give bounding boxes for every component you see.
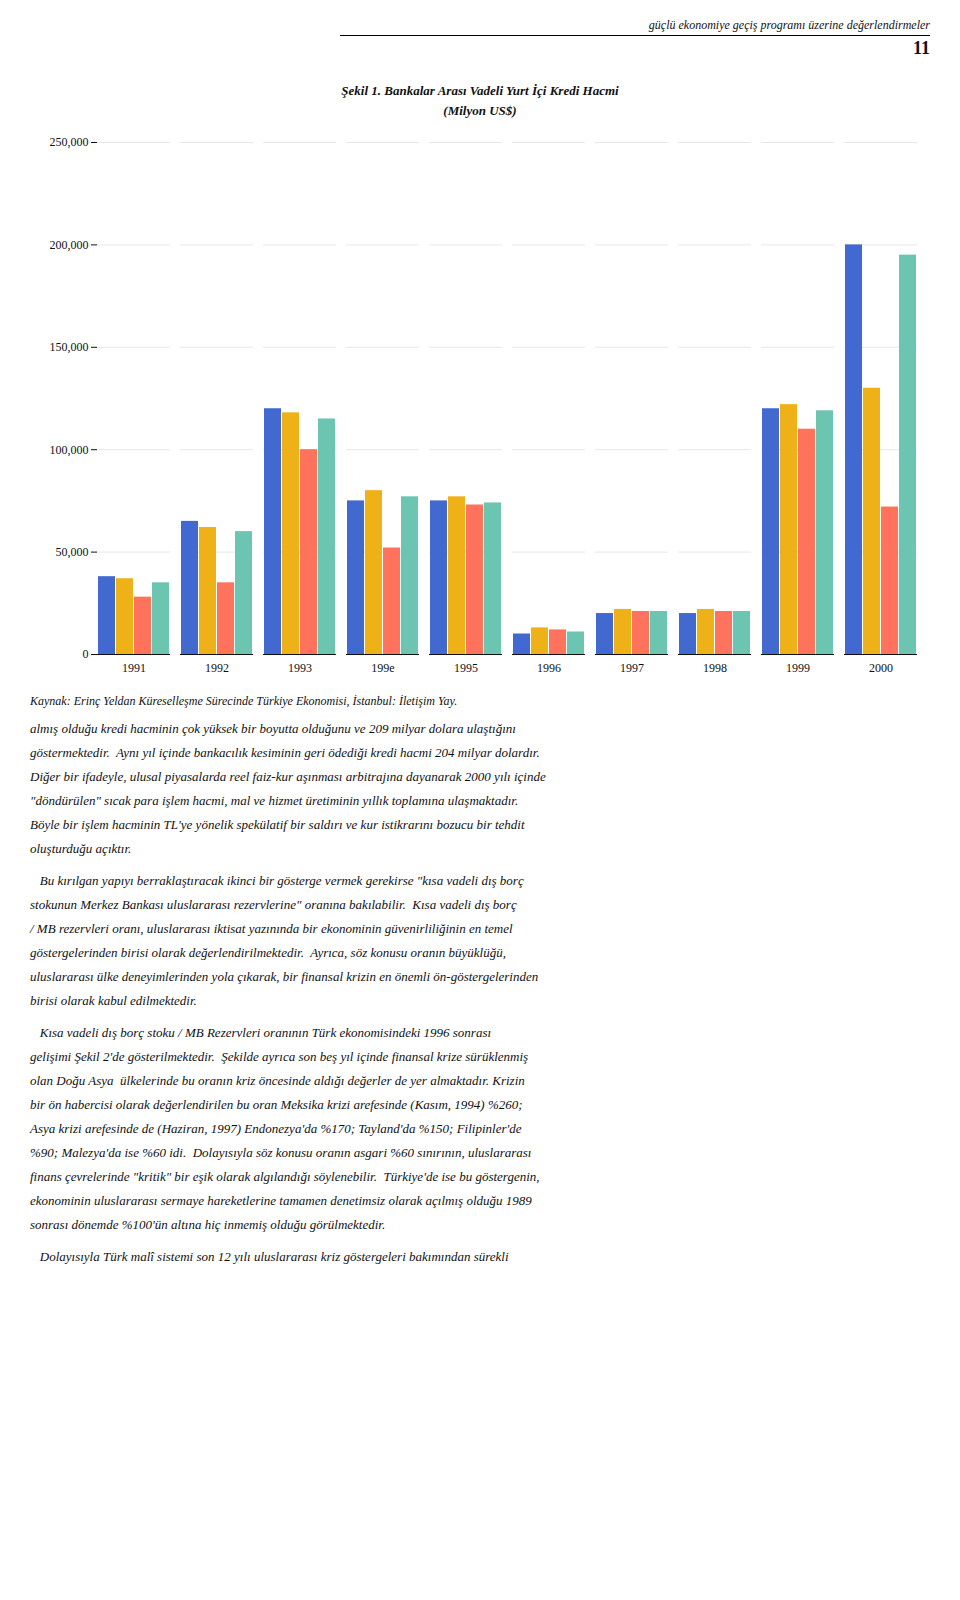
html-text:%90; Malezya'da ise %60 idi. D: %90; Malezya'da ise %60 idi. Dolayısıyla…: [30, 1145, 532, 1160]
html-text:Şekil 1. Bankalar Arası Vadeli: Şekil 1. Bankalar Arası Vadeli Yurt İçi …: [341, 83, 619, 98]
svg-text:1993: 1993: [288, 661, 312, 675]
html-text:almış olduğu kredi hacminin ço: almış olduğu kredi hacminin çok yüksek b…: [30, 721, 516, 736]
svg-text:1997: 1997: [620, 661, 644, 675]
html-text:birisi olarak kabul edilmekted: birisi olarak kabul edilmektedir.: [30, 993, 197, 1008]
html-text:stokunun Merkez Bankası ulusla: stokunun Merkez Bankası uluslararası rez…: [30, 897, 517, 912]
html-text:uluslararası ülke deneyimlerin: uluslararası ülke deneyimlerinden yola ç…: [30, 969, 539, 984]
html-text:"döndürülen" sıcak para işlem: "döndürülen" sıcak para işlem hacmi, mal…: [30, 793, 519, 808]
svg-text:1992: 1992: [205, 661, 229, 675]
html-text:Kısa vadeli dış borç stoku / M: Kısa vadeli dış borç stoku / MB Rezervle…: [30, 1025, 492, 1040]
svg-text:2000: 2000: [869, 661, 893, 675]
html-text:olan Doğu Asya ülkelerinde bu: olan Doğu Asya ülkelerinde bu oranın kri…: [30, 1073, 525, 1088]
html-text:oluşturduğu açıktır.: oluşturduğu açıktır.: [30, 841, 132, 856]
html-text:sonrası dönemde %100'ün altına: sonrası dönemde %100'ün altına hiç inmem…: [30, 1217, 386, 1232]
svg-text:1998: 1998: [703, 661, 727, 675]
html-text:Asya krizi arefesinde de (Hazi: Asya krizi arefesinde de (Haziran, 1997)…: [30, 1121, 522, 1136]
svg-text:1996: 1996: [537, 661, 561, 675]
svg-text:50,000: 50,000: [56, 545, 89, 559]
html-text:Kaynak: Erinç Yeldan Küreselle: Kaynak: Erinç Yeldan Küreselleşme Süreci…: [30, 694, 458, 708]
html-text:Böyle bir işlem hacminin TL'ye: Böyle bir işlem hacminin TL'ye yönelik s…: [30, 817, 525, 832]
html-text:Diğer bir ifadeyle, ulusal piy: Diğer bir ifadeyle, ulusal piyasalarda r…: [30, 769, 546, 784]
html-text:bir ön habercisi olarak değerl: bir ön habercisi olarak değerlendirilen …: [30, 1097, 523, 1112]
html-text:Dolayısıyla Türk malî sistemi: Dolayısıyla Türk malî sistemi son 12 yıl…: [30, 1249, 509, 1264]
html-text:finans çevrelerinde "kritik" b: finans çevrelerinde "kritik" bir eşik ol…: [30, 1169, 540, 1184]
html-text:/ MB rezervleri oranı, uluslar: / MB rezervleri oranı, uluslararası ikti…: [30, 921, 513, 936]
html-text:göstermektedir. Aynı yıl içind: göstermektedir. Aynı yıl içinde bankacıl…: [30, 745, 540, 760]
html-text:ekonominin uluslararası sermay: ekonominin uluslararası sermaye hareketl…: [30, 1193, 532, 1208]
html-text:göstergelerinden birisi olarak: göstergelerinden birisi olarak değerlend…: [30, 945, 506, 960]
html-text:(Milyon US$): (Milyon US$): [443, 102, 517, 118]
svg-text:250,000: 250,000: [50, 135, 89, 149]
svg-text:1995: 1995: [454, 661, 478, 675]
svg-text:200,000: 200,000: [50, 238, 89, 252]
svg-text:100,000: 100,000: [50, 443, 89, 457]
svg-text:0: 0: [83, 647, 89, 661]
html-text:11: 11: [913, 38, 930, 58]
html-text:güçlü ekonomiye geçiş programı: güçlü ekonomiye geçiş programı üzerine d…: [648, 18, 930, 32]
html-text:Bu kırılgan yapıyı berraklaştı: Bu kırılgan yapıyı berraklaştıracak ikin…: [30, 873, 524, 888]
svg-text:150,000: 150,000: [50, 340, 89, 354]
svg-text:199e: 199e: [371, 661, 394, 675]
svg-text:1991: 1991: [122, 661, 146, 675]
svg-text:1999: 1999: [786, 661, 810, 675]
html-text:gelişimi Şekil 2'de gösterilme: gelişimi Şekil 2'de gösterilmektedir. Şe…: [30, 1049, 529, 1064]
